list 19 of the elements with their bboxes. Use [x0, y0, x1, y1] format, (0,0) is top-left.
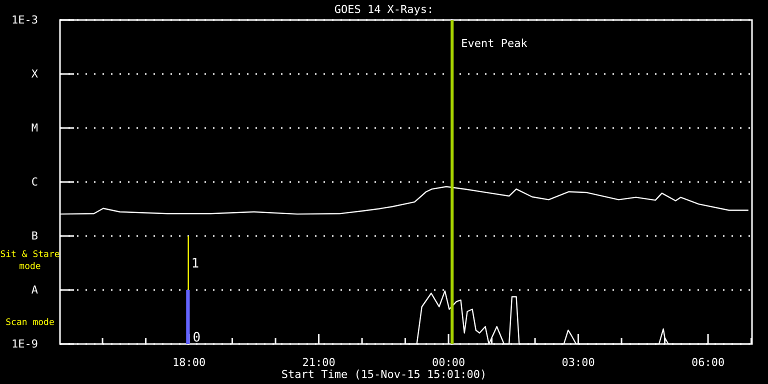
x-tick-label: 03:00	[562, 356, 595, 369]
x-tick-label: 18:00	[172, 356, 206, 369]
y-tick-label: M	[31, 122, 38, 135]
text: Sit & Stare mode	[0, 250, 60, 272]
y-tick-label: 1E-3	[12, 14, 38, 27]
y-tick-label: X	[31, 68, 38, 81]
y-tick-label: 1E-9	[12, 338, 38, 351]
x-tick-label: 21:00	[302, 356, 336, 369]
y-tick-label: A	[31, 284, 38, 297]
x-tick-label: 06:00	[691, 356, 725, 369]
x-tick-label: 00:00	[432, 356, 466, 369]
text: Scan mode	[6, 318, 54, 328]
ref-line-label: Event Peak	[461, 37, 528, 50]
chart-title: GOES 14 X-Rays:	[334, 3, 434, 16]
annotation: 1	[191, 256, 200, 272]
y-tick-label: C	[31, 176, 38, 189]
annotation: 0	[192, 330, 201, 346]
y-tick-label: B	[31, 230, 38, 243]
x-axis-title: Start Time (15-Nov-15 15:01:00)	[281, 368, 487, 381]
